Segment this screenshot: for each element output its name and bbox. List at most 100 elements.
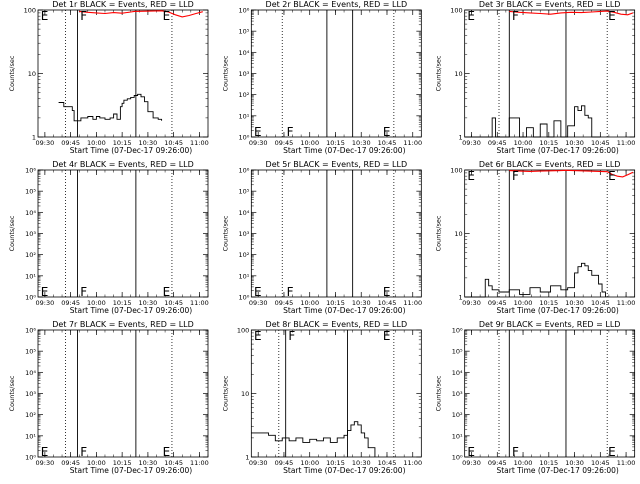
- x-tick-label: 09:30: [249, 139, 268, 147]
- x-tick-label: 10:45: [591, 299, 610, 307]
- x-tick-label: 10:00: [87, 139, 106, 147]
- marker-e: E: [41, 9, 49, 23]
- x-tick-label: 10:15: [326, 139, 345, 147]
- series-events-line: [251, 421, 376, 457]
- x-tick-label: 09:45: [275, 299, 294, 307]
- x-axis-label: Start Time (07-Dec-17 09:26:00): [496, 466, 618, 475]
- y-axis-label: Counts/sec: [221, 375, 229, 411]
- x-tick-label: 09:30: [462, 459, 481, 467]
- x-tick-label: 11:00: [617, 299, 636, 307]
- y-tick-label: 1: [245, 454, 249, 462]
- y-tick-label: 10⁴: [452, 369, 463, 377]
- x-tick-label: 09:45: [61, 299, 80, 307]
- y-tick-label: 10⁶: [25, 167, 36, 175]
- x-tick-label: 09:30: [36, 299, 55, 307]
- marker-f: F: [512, 445, 519, 459]
- panel-title: Det 8r BLACK = Events, RED = LLD: [266, 320, 408, 329]
- marker-e: E: [254, 329, 262, 343]
- plot-frame: [250, 169, 422, 298]
- y-tick-label: 10¹: [25, 432, 36, 440]
- marker-f: F: [512, 9, 519, 23]
- marker-f: F: [288, 329, 295, 343]
- y-tick-label: 10¹: [238, 112, 249, 120]
- x-tick-label: 10:30: [352, 139, 371, 147]
- x-tick-label: 10:30: [352, 299, 371, 307]
- y-tick-label: 10²: [238, 91, 249, 99]
- x-axis-label: Start Time (07-Dec-17 09:26:00): [70, 466, 192, 475]
- y-tick-label: 10¹: [25, 272, 36, 280]
- y-tick-label: 10¹: [452, 432, 463, 440]
- y-tick-label: 10⁴: [25, 209, 36, 217]
- x-tick-label: 10:15: [113, 139, 132, 147]
- y-tick-label: 10⁰: [238, 294, 249, 302]
- plot-frame: [464, 169, 636, 298]
- marker-e: E: [163, 9, 171, 23]
- x-tick-label: 09:30: [462, 299, 481, 307]
- y-tick-label: 10³: [25, 390, 36, 398]
- plot-frame: [37, 329, 209, 458]
- x-tick-label: 10:30: [139, 299, 158, 307]
- x-tick-label: 11:00: [190, 139, 209, 147]
- x-tick-label: 10:45: [164, 459, 183, 467]
- x-tick-label: 10:00: [514, 459, 533, 467]
- x-tick-label: 10:15: [326, 299, 345, 307]
- x-axis-label: Start Time (07-Dec-17 09:26:00): [283, 306, 405, 315]
- x-tick-label: 10:15: [113, 299, 132, 307]
- x-tick-label: 10:00: [87, 459, 106, 467]
- panel-title: Det 3r BLACK = Events, RED = LLD: [479, 0, 621, 9]
- y-tick-label: 10⁶: [238, 167, 249, 175]
- marker-e: E: [254, 125, 262, 139]
- y-tick-label: 100: [450, 7, 462, 15]
- marker-e: E: [41, 445, 49, 459]
- y-tick-label: 10⁵: [25, 348, 36, 356]
- marker-e: E: [254, 285, 262, 299]
- x-axis-label: Start Time (07-Dec-17 09:26:00): [70, 306, 192, 315]
- marker-f: F: [80, 285, 87, 299]
- marker-e: E: [608, 445, 616, 459]
- x-axis-label: Start Time (07-Dec-17 09:26:00): [283, 146, 405, 155]
- x-axis-label: Start Time (07-Dec-17 09:26:00): [496, 306, 618, 315]
- marker-f: F: [80, 445, 87, 459]
- panel-4: Det 4r BLACK = Events, RED = LLD 10⁰ 10¹ 10…: [8, 160, 209, 315]
- series-lld-line: [509, 10, 634, 16]
- x-tick-label: 10:15: [539, 299, 558, 307]
- x-tick-label: 10:45: [591, 459, 610, 467]
- marker-e: E: [383, 285, 391, 299]
- x-tick-label: 11:00: [617, 139, 636, 147]
- x-tick-label: 09:45: [275, 139, 294, 147]
- y-tick-label: 100: [237, 327, 249, 335]
- y-tick-label: 10³: [238, 70, 249, 78]
- x-tick-label: 11:00: [190, 299, 209, 307]
- panel-title: Det 5r BLACK = Events, RED = LLD: [266, 160, 408, 169]
- panel-1: Det 1r BLACK = Events, RED = LLD 1 10 100 09…: [8, 0, 209, 155]
- x-tick-label: 11:00: [190, 459, 209, 467]
- y-axis-label: Counts/sec: [8, 375, 16, 411]
- marker-e: E: [163, 445, 171, 459]
- marker-e: E: [383, 329, 391, 343]
- x-axis-label: Start Time (07-Dec-17 09:26:00): [70, 146, 192, 155]
- marker-f: F: [287, 285, 294, 299]
- panel-3: Det 3r BLACK = Events, RED = LLD 1 10 100 09…: [435, 0, 636, 155]
- series-events-line: [58, 93, 163, 122]
- marker-f: F: [287, 125, 294, 139]
- x-tick-label: 09:45: [275, 459, 294, 467]
- y-tick-label: 10: [241, 390, 249, 398]
- x-tick-label: 09:30: [249, 459, 268, 467]
- x-tick-label: 09:45: [488, 139, 507, 147]
- x-tick-label: 09:45: [61, 459, 80, 467]
- panel-title: Det 9r BLACK = Events, RED = LLD: [479, 320, 621, 329]
- marker-e: E: [41, 285, 49, 299]
- series-lld-line: [79, 10, 203, 18]
- y-tick-label: 10⁵: [238, 188, 249, 196]
- x-tick-label: 10:00: [87, 299, 106, 307]
- x-tick-label: 10:15: [539, 459, 558, 467]
- x-tick-label: 10:30: [565, 139, 584, 147]
- panel-8: Det 8r BLACK = Events, RED = LLD 1 10 100 09…: [221, 320, 422, 475]
- x-tick-label: 10:00: [514, 139, 533, 147]
- x-tick-label: 10:45: [164, 139, 183, 147]
- x-tick-label: 11:00: [403, 139, 422, 147]
- panel-6: Det 6r BLACK = Events, RED = LLD 1 10 100 09…: [435, 160, 636, 315]
- y-axis-label: Counts/sec: [435, 215, 443, 251]
- panel-title: Det 7r BLACK = Events, RED = LLD: [52, 320, 194, 329]
- x-axis-label: Start Time (07-Dec-17 09:26:00): [496, 146, 618, 155]
